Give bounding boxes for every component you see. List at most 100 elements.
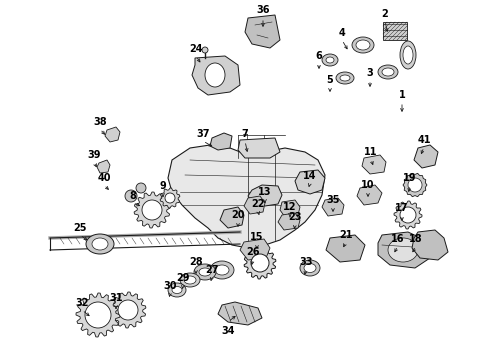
Circle shape (400, 207, 416, 223)
Polygon shape (218, 302, 262, 325)
Polygon shape (110, 292, 146, 328)
Ellipse shape (300, 260, 320, 276)
Polygon shape (357, 185, 382, 205)
Text: 16: 16 (391, 234, 405, 244)
Polygon shape (97, 160, 110, 173)
Polygon shape (295, 170, 325, 194)
Ellipse shape (168, 283, 186, 297)
Polygon shape (278, 213, 300, 230)
Text: 30: 30 (163, 281, 177, 291)
Text: 29: 29 (176, 273, 190, 283)
Text: 34: 34 (221, 326, 235, 336)
Polygon shape (412, 230, 448, 260)
Ellipse shape (388, 238, 418, 262)
Polygon shape (403, 173, 427, 197)
Polygon shape (378, 232, 430, 268)
Ellipse shape (210, 261, 234, 279)
Text: 25: 25 (73, 223, 87, 233)
Text: 6: 6 (316, 51, 322, 61)
Text: 2: 2 (382, 9, 389, 19)
Text: 41: 41 (417, 135, 431, 145)
Circle shape (165, 193, 175, 203)
Ellipse shape (86, 234, 114, 254)
Polygon shape (76, 293, 120, 337)
Text: 13: 13 (258, 187, 272, 197)
Polygon shape (105, 127, 120, 142)
Text: 27: 27 (205, 265, 219, 275)
Text: 28: 28 (189, 257, 203, 267)
Ellipse shape (304, 264, 316, 273)
Ellipse shape (340, 75, 350, 81)
Ellipse shape (336, 72, 354, 84)
Polygon shape (322, 198, 344, 216)
Polygon shape (238, 138, 280, 158)
Ellipse shape (403, 46, 413, 64)
Text: 24: 24 (189, 44, 203, 54)
Polygon shape (168, 145, 325, 248)
Circle shape (408, 178, 422, 192)
Ellipse shape (194, 264, 216, 280)
Polygon shape (244, 196, 265, 214)
Circle shape (118, 300, 138, 320)
Text: 31: 31 (109, 293, 123, 303)
Text: 26: 26 (246, 247, 260, 257)
Ellipse shape (180, 273, 200, 287)
Polygon shape (160, 188, 180, 208)
Text: 1: 1 (399, 90, 405, 100)
Text: 32: 32 (75, 298, 89, 308)
Circle shape (125, 190, 137, 202)
Ellipse shape (356, 40, 370, 50)
Polygon shape (414, 145, 438, 168)
Text: 3: 3 (367, 68, 373, 78)
Text: 23: 23 (288, 212, 302, 222)
Ellipse shape (322, 54, 338, 66)
Circle shape (85, 302, 111, 328)
Ellipse shape (382, 68, 394, 76)
Text: 33: 33 (299, 257, 313, 267)
Text: 5: 5 (327, 75, 333, 85)
Text: 10: 10 (361, 180, 375, 190)
Polygon shape (192, 56, 240, 95)
Ellipse shape (205, 63, 225, 87)
Polygon shape (248, 185, 282, 206)
Ellipse shape (92, 238, 108, 250)
Text: 35: 35 (326, 195, 340, 205)
Text: 4: 4 (339, 28, 345, 38)
Ellipse shape (172, 287, 182, 293)
Text: 7: 7 (242, 129, 248, 139)
Polygon shape (362, 155, 386, 174)
Circle shape (202, 47, 208, 53)
Polygon shape (220, 207, 244, 228)
Ellipse shape (215, 265, 229, 275)
Text: 14: 14 (303, 171, 317, 181)
Text: 39: 39 (87, 150, 101, 160)
Text: 19: 19 (403, 173, 417, 183)
Ellipse shape (326, 57, 334, 63)
Text: 22: 22 (251, 199, 265, 209)
Ellipse shape (352, 37, 374, 53)
Text: 21: 21 (339, 230, 353, 240)
Text: 37: 37 (196, 129, 210, 139)
Circle shape (136, 183, 146, 193)
Ellipse shape (184, 276, 196, 284)
Polygon shape (326, 235, 365, 262)
Polygon shape (244, 247, 276, 279)
Polygon shape (394, 201, 422, 229)
Text: 15: 15 (250, 232, 264, 242)
Polygon shape (210, 133, 232, 150)
Text: 38: 38 (93, 117, 107, 127)
Ellipse shape (199, 268, 211, 276)
Text: 17: 17 (395, 203, 409, 213)
Circle shape (142, 200, 162, 220)
Polygon shape (280, 200, 300, 217)
Text: 12: 12 (283, 202, 297, 212)
Text: 9: 9 (160, 181, 167, 191)
Ellipse shape (378, 65, 398, 79)
Polygon shape (240, 239, 270, 260)
Bar (383, 22, 407, 40)
Text: 8: 8 (129, 191, 136, 201)
Text: 20: 20 (231, 210, 245, 220)
Polygon shape (134, 192, 170, 228)
Text: 40: 40 (97, 173, 111, 183)
Ellipse shape (400, 41, 416, 69)
